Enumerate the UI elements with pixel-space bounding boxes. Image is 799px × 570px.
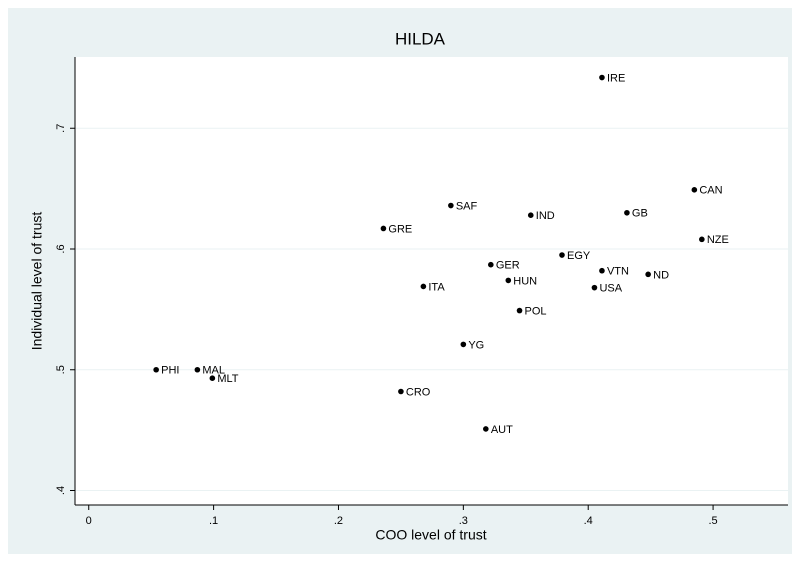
point-label: NZE bbox=[707, 234, 729, 246]
point-label: USA bbox=[599, 283, 622, 295]
x-tick-label: .5 bbox=[708, 515, 717, 527]
point bbox=[420, 283, 427, 290]
point-label: MLT bbox=[217, 373, 238, 385]
point bbox=[645, 271, 651, 278]
x-tick-label: .1 bbox=[209, 515, 218, 527]
x-axis-title: COO level of trust bbox=[375, 527, 486, 543]
point bbox=[505, 277, 512, 284]
point-label: IRE bbox=[607, 72, 625, 84]
point-label: IND bbox=[536, 210, 555, 222]
point bbox=[153, 366, 159, 373]
y-tick-label: .5 bbox=[55, 365, 67, 374]
point bbox=[194, 366, 201, 373]
y-tick-label: .4 bbox=[55, 486, 67, 495]
point-label: HUN bbox=[513, 275, 537, 287]
point-label: AUT bbox=[491, 424, 513, 436]
point-label: ND bbox=[653, 269, 669, 281]
point-label: EGY bbox=[567, 250, 591, 262]
point bbox=[209, 375, 216, 382]
point bbox=[527, 212, 534, 218]
point bbox=[516, 307, 523, 314]
point-label: GER bbox=[496, 260, 520, 272]
x-tick-label: .2 bbox=[334, 515, 343, 527]
y-tick-label: .6 bbox=[55, 244, 67, 253]
point bbox=[460, 341, 467, 348]
y-axis-title: Individual level of trust bbox=[29, 212, 45, 351]
point bbox=[380, 225, 387, 232]
point bbox=[398, 388, 404, 395]
point-label: ITA bbox=[428, 281, 445, 293]
point-label: POL bbox=[525, 305, 547, 317]
point-label: CAN bbox=[699, 185, 722, 197]
chart-title: HILDA bbox=[395, 29, 446, 48]
point-label: PHI bbox=[161, 365, 179, 377]
point bbox=[483, 426, 489, 432]
point-label: SAF bbox=[456, 200, 478, 212]
point-label: VTN bbox=[607, 266, 629, 278]
x-tick-label: .3 bbox=[459, 515, 468, 527]
point-label: GB bbox=[632, 208, 648, 220]
x-tick-label: .4 bbox=[584, 515, 593, 527]
point bbox=[624, 209, 630, 216]
point bbox=[448, 202, 454, 209]
point bbox=[559, 252, 565, 258]
x-tick-label: 0 bbox=[86, 515, 92, 527]
point bbox=[599, 74, 605, 81]
plot-area bbox=[75, 57, 788, 505]
point bbox=[591, 284, 598, 291]
point bbox=[691, 187, 698, 193]
point-label: MAL bbox=[202, 365, 225, 377]
point bbox=[488, 261, 494, 268]
point bbox=[699, 236, 705, 243]
y-tick-label: .7 bbox=[55, 124, 67, 133]
point-label: CRO bbox=[406, 386, 431, 398]
point-label: GRE bbox=[388, 223, 412, 235]
point-label: YG bbox=[468, 339, 484, 351]
point bbox=[599, 267, 605, 274]
